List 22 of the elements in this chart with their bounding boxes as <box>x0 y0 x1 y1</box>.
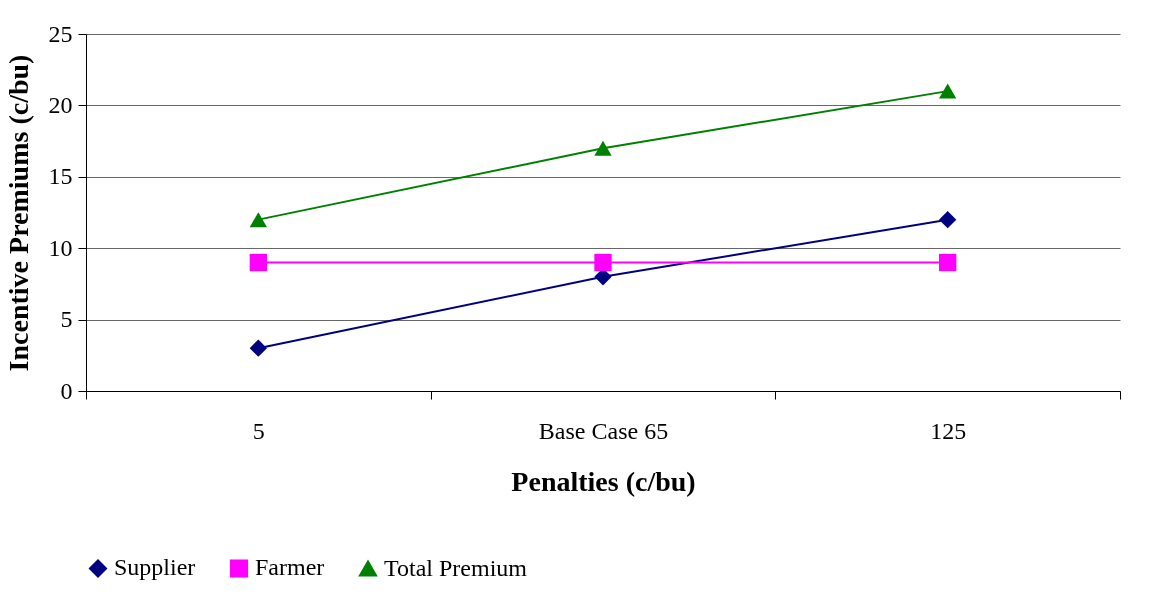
y-tick-label: 0 <box>60 377 73 404</box>
point <box>939 253 957 272</box>
y-tick-label: 20 <box>48 91 73 118</box>
point <box>594 253 612 272</box>
point <box>939 210 957 229</box>
y-axis-title: Incentive Premiums (c/bu) <box>2 54 34 372</box>
y-tick-label: 15 <box>48 163 73 190</box>
x-tick-label: Base Case 65 <box>538 417 669 444</box>
legend-label: Total Premium <box>384 554 528 581</box>
x-axis-title: Penalties (c/bu) <box>511 465 696 497</box>
point <box>939 83 957 99</box>
y-tick-label: 10 <box>48 234 73 261</box>
x-tick-label: 125 <box>930 417 967 444</box>
x-tick-label: 5 <box>252 417 265 444</box>
point <box>249 212 267 228</box>
y-tick-label: 25 <box>48 20 73 47</box>
point <box>249 253 267 272</box>
point <box>249 339 267 357</box>
legend-label: Farmer <box>255 554 325 581</box>
legend-label: Supplier <box>114 554 196 581</box>
y-tick-label: 5 <box>60 306 73 333</box>
point <box>594 140 612 156</box>
